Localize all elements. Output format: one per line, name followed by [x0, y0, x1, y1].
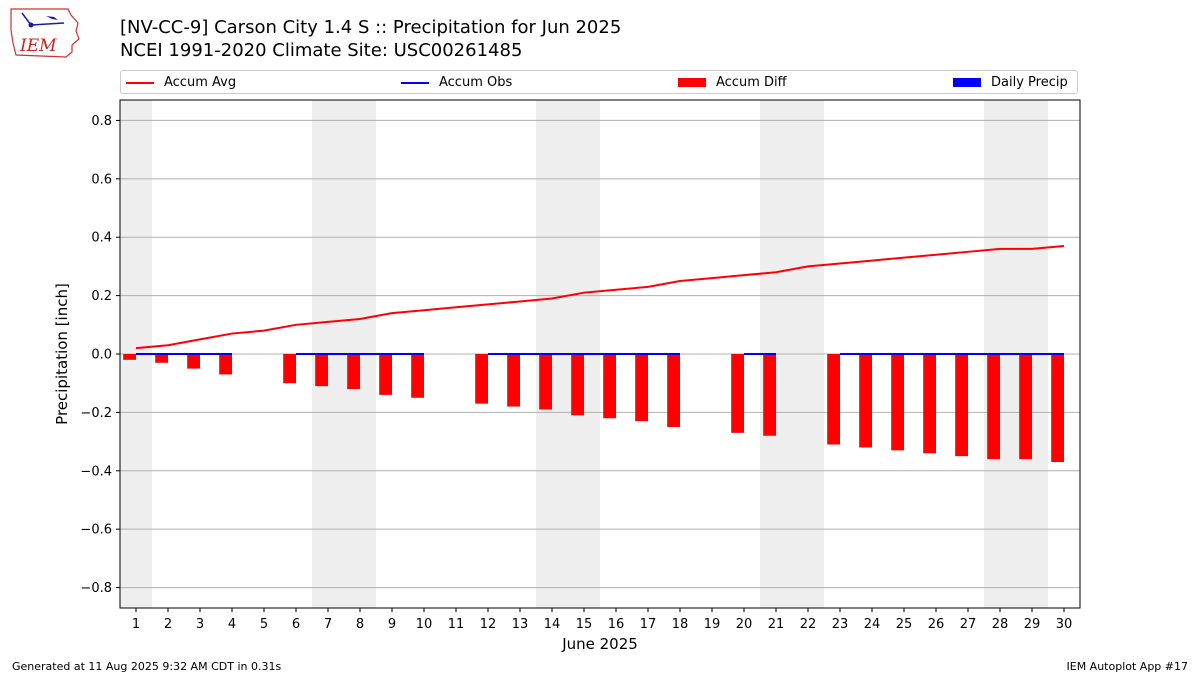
x-tick-label: 22: [800, 617, 817, 632]
x-tick-label: 4: [228, 617, 236, 632]
accum-diff-bar: [731, 354, 744, 433]
x-tick-label: 18: [672, 617, 689, 632]
legend-label-daily-precip: Daily Precip: [991, 75, 1068, 90]
x-tick-label: 15: [576, 617, 593, 632]
chart-title: [NV-CC-9] Carson City 1.4 S :: Precipita…: [120, 17, 622, 38]
accum-diff-bar: [283, 354, 296, 384]
x-tick-label: 11: [448, 617, 465, 632]
x-tick-label: 16: [608, 617, 625, 632]
accum-diff-bar: [347, 354, 360, 390]
x-tick-label: 27: [960, 617, 977, 632]
logo-bird-shape: [46, 16, 58, 20]
x-tick-label: 19: [704, 617, 721, 632]
x-tick-label: 24: [864, 617, 881, 632]
accum-diff-bar: [475, 354, 488, 404]
accum-diff-bar: [827, 354, 840, 445]
logo-wind-barb: [21, 12, 32, 26]
x-tick-label: 25: [896, 617, 913, 632]
x-tick-label: 20: [736, 617, 753, 632]
y-tick-label: 0.4: [91, 231, 112, 246]
accum-diff-bar: [507, 354, 520, 407]
y-tick-label: 0.2: [91, 289, 112, 304]
logo-text: IEM: [19, 36, 57, 56]
y-axis-label: Precipitation [inch]: [53, 283, 71, 425]
accum-diff-bar: [379, 354, 392, 395]
legend-label-accum-avg: Accum Avg: [164, 75, 237, 90]
accum-diff-bar: [539, 354, 552, 410]
legend-swatch-accum-avg: [126, 81, 154, 84]
x-tick-label: 8: [356, 617, 364, 632]
x-tick-label: 12: [480, 617, 497, 632]
accum-diff-bar: [635, 354, 648, 422]
legend-swatch-accum-obs: [401, 81, 429, 84]
x-tick-label: 2: [164, 617, 172, 632]
accum-diff-bar: [603, 354, 616, 419]
footer-generated-text: Generated at 11 Aug 2025 9:32 AM CDT in …: [12, 660, 282, 673]
logo-bar: [30, 22, 65, 26]
y-tick-label: −0.6: [80, 523, 112, 538]
accum-diff-bar: [859, 354, 872, 448]
x-tick-label: 29: [1024, 617, 1041, 632]
x-tick-label: 23: [832, 617, 849, 632]
x-tick-label: 7: [324, 617, 332, 632]
accum-diff-bar: [667, 354, 680, 427]
accum-diff-bar: [123, 354, 136, 360]
y-axis-ticks: −0.8 −0.6 −0.4 −0.2 0.0 0.2 0.4 0.6 0.8: [80, 114, 120, 596]
y-tick-label: 0.0: [91, 348, 112, 363]
x-tick-label: 10: [416, 617, 433, 632]
y-tick-label: −0.8: [80, 581, 112, 596]
accum-diff-bar: [955, 354, 968, 457]
accum-diff-bar: [1051, 354, 1064, 463]
y-tick-label: −0.2: [80, 406, 112, 421]
accum-diff-bar: [571, 354, 584, 416]
x-tick-label: 21: [768, 617, 785, 632]
x-tick-label: 1: [132, 617, 140, 632]
legend-item-accum-obs: Accum Obs: [401, 74, 512, 92]
accum-diff-bar: [411, 354, 424, 398]
x-tick-label: 30: [1056, 617, 1073, 632]
x-axis-ticks: 1 2 3 4 5 6 7 8 9 10 11 12 13 14 15 16 17 18 19 20 21 22 23 24 2…: [132, 608, 1072, 632]
x-tick-label: 28: [992, 617, 1009, 632]
accum-diff-bar: [155, 354, 168, 363]
legend-item-accum-diff: Accum Diff: [678, 74, 787, 92]
chart-subtitle: NCEI 1991-2020 Climate Site: USC00261485: [120, 40, 523, 61]
accum-diff-bars: [123, 354, 1064, 463]
accum-diff-bar: [987, 354, 1000, 460]
accum-avg-series: [135, 244, 1065, 350]
accum-diff-bar: [187, 354, 200, 369]
legend-label-accum-diff: Accum Diff: [716, 75, 787, 90]
accum-diff-bar: [763, 354, 776, 436]
y-tick-label: 0.6: [91, 172, 112, 187]
x-tick-label: 5: [260, 617, 268, 632]
legend-swatch-accum-diff: [678, 78, 706, 87]
legend-item-accum-avg: Accum Avg: [126, 74, 236, 92]
y-tick-label: 0.8: [91, 114, 112, 129]
x-tick-label: 17: [640, 617, 657, 632]
accum-diff-bar: [923, 354, 936, 454]
x-tick-label: 6: [292, 617, 300, 632]
x-tick-label: 9: [388, 617, 396, 632]
legend-swatch-daily-precip: [953, 78, 981, 87]
x-tick-label: 13: [512, 617, 529, 632]
x-axis-label: June 2025: [561, 635, 638, 653]
footer-app-text: IEM Autoplot App #17: [1066, 660, 1189, 673]
accum-diff-bar: [1019, 354, 1032, 460]
chart-legend: Accum Avg Accum Obs Accum Diff Daily Pre…: [120, 70, 1078, 94]
accum-avg-line: [135, 244, 1065, 350]
accum-diff-bar: [315, 354, 328, 387]
iem-logo: IEM: [10, 8, 80, 58]
y-tick-label: −0.4: [80, 464, 112, 479]
legend-item-daily-precip: Daily Precip: [953, 74, 1068, 92]
accum-diff-bar: [219, 354, 232, 375]
accum-diff-bar: [891, 354, 904, 451]
x-tick-label: 3: [196, 617, 204, 632]
x-tick-label: 14: [544, 617, 561, 632]
x-tick-label: 26: [928, 617, 945, 632]
legend-label-accum-obs: Accum Obs: [439, 75, 513, 90]
